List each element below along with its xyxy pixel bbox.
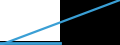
Bar — [0, 0, 60, 41]
